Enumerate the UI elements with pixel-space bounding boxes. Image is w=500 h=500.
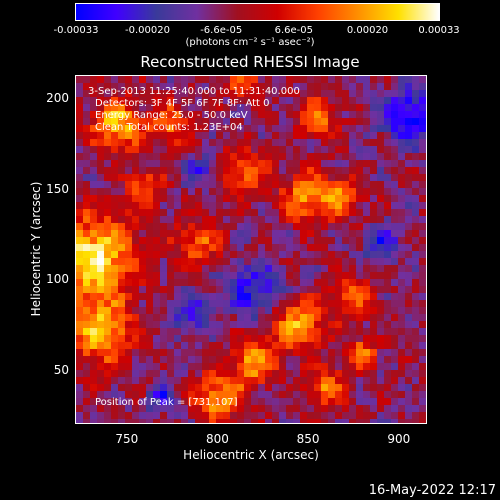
colorbar-tick-label: -0.00020 [125,25,170,36]
y-tick-label: 50 [53,363,69,378]
x-tick-label: 750 [115,432,139,446]
annotation-peak: Position of Peak = [731,107] [95,397,238,408]
heatmap-image [76,76,426,423]
colorbar-unit: (photons cm⁻² s⁻¹ asec⁻²) [185,37,315,48]
colorbar [76,4,439,20]
x-axis-label: Heliocentric X (arcsec) [183,448,319,462]
colorbar-tick-label: 6.6e-05 [274,25,313,36]
chart-title: Reconstructed RHESSI Image [140,53,360,71]
annotation-time-range: 3-Sep-2013 11:25:40.000 to 11:31:40.000 [88,86,300,97]
annotation-method: Clean Total counts: 1.23E+04 [95,122,243,133]
y-tick-label: 150 [46,181,69,196]
y-tick-label: 100 [46,272,69,287]
x-tick-label: 850 [296,432,320,446]
colorbar-tick-label: -6.6e-05 [200,25,243,36]
plot-frame [75,75,427,424]
x-tick-label: 900 [387,432,411,446]
colorbar-frame [75,3,440,21]
y-axis-label: Heliocentric Y (arcsec) [29,181,43,317]
colorbar-tick-label: -0.00033 [53,25,99,36]
annotation-energy: Energy Range: 25.0 - 50.0 keV [95,110,248,121]
x-tick-label: 800 [205,432,229,446]
colorbar-tick-label: 0.00033 [418,25,460,36]
timestamp: 16-May-2022 12:17 [368,483,496,498]
annotation-detectors: Detectors: 3F 4F 5F 6F 7F 8F; Att 0 [95,98,270,109]
y-tick-label: 200 [46,90,69,105]
colorbar-tick-label: 0.00020 [346,25,389,36]
